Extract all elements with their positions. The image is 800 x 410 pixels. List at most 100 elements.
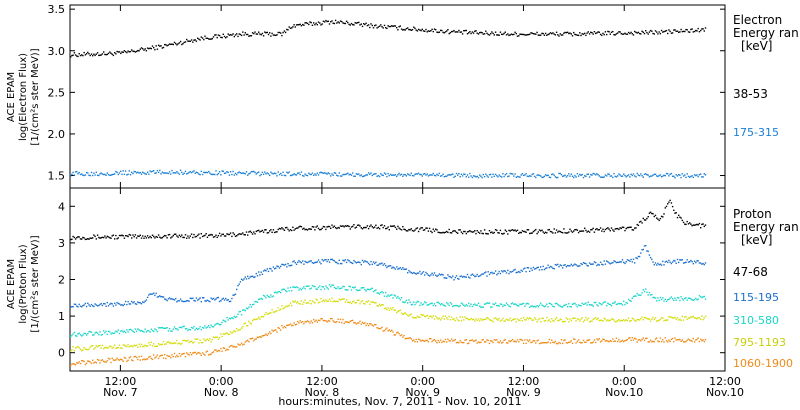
data-point [571, 317, 574, 320]
data-point [536, 232, 538, 235]
data-point [481, 319, 483, 321]
data-point [366, 24, 369, 27]
data-point [502, 173, 504, 175]
data-point [525, 319, 527, 321]
data-point [538, 34, 541, 36]
data-point [385, 27, 387, 29]
data-point [348, 174, 350, 176]
data-point [184, 300, 187, 303]
data-point [232, 346, 234, 348]
data-point [682, 175, 685, 177]
data-point [249, 172, 251, 174]
data-point [590, 342, 592, 344]
data-point [332, 174, 334, 176]
data-point [139, 345, 141, 348]
data-point [502, 317, 504, 320]
data-point [124, 235, 127, 237]
data-point [601, 340, 603, 342]
data-point [275, 267, 277, 269]
data-point [433, 174, 436, 177]
data-point [376, 327, 378, 329]
data-point [160, 296, 162, 298]
data-point [116, 171, 118, 174]
data-point [70, 56, 72, 58]
data-point [656, 264, 658, 266]
data-point [232, 33, 234, 35]
data-point [308, 261, 310, 263]
data-point [320, 24, 322, 26]
data-point [323, 226, 326, 228]
data-point [603, 33, 605, 36]
data-point [186, 173, 188, 175]
data-point [284, 306, 287, 308]
data-point [542, 265, 544, 268]
data-point [93, 234, 95, 236]
data-point [459, 340, 461, 342]
data-point [223, 235, 226, 237]
data-point [602, 32, 604, 35]
data-point [289, 174, 292, 177]
data-point [504, 31, 506, 33]
data-point [345, 289, 348, 291]
data-point [211, 234, 213, 236]
data-point [164, 43, 166, 46]
data-point [579, 320, 581, 322]
data-point [563, 339, 565, 342]
data-point [595, 261, 597, 264]
data-point [526, 317, 528, 319]
data-point [692, 263, 694, 265]
data-point [410, 228, 412, 230]
data-point [546, 303, 548, 305]
data-point [657, 218, 659, 220]
data-point [167, 341, 170, 343]
data-point [188, 40, 190, 42]
data-point [286, 266, 288, 268]
data-point [543, 175, 546, 178]
data-point [164, 327, 166, 329]
data-point [238, 283, 240, 285]
data-point [615, 261, 618, 264]
data-point [262, 316, 265, 318]
data-point [542, 305, 544, 307]
data-point [640, 294, 642, 296]
data-point [477, 341, 480, 343]
data-point [300, 300, 303, 302]
data-point [591, 174, 593, 176]
data-point [84, 363, 87, 366]
data-point [472, 175, 475, 177]
data-point [166, 299, 168, 302]
data-point [129, 234, 132, 236]
data-point [613, 230, 615, 232]
data-point [112, 54, 115, 57]
proton-plot-frame [69, 187, 726, 372]
data-point [437, 231, 439, 233]
data-point [386, 308, 388, 311]
data-point [212, 351, 215, 353]
data-point [476, 319, 478, 322]
data-point [344, 289, 347, 291]
data-point [286, 28, 288, 31]
data-point [330, 300, 332, 302]
data-point [593, 261, 596, 263]
data-point [438, 231, 441, 234]
data-point [533, 317, 536, 319]
data-point [442, 274, 444, 276]
data-point [112, 346, 115, 348]
data-point [646, 291, 648, 293]
y-tick-label: 1.5 [48, 170, 66, 183]
data-point [192, 171, 194, 173]
data-point [168, 297, 171, 299]
data-point [566, 175, 569, 177]
data-point [581, 230, 583, 232]
data-point [535, 306, 537, 308]
data-point [441, 317, 443, 320]
data-point [327, 20, 329, 22]
data-point [552, 341, 554, 343]
data-point [244, 309, 246, 312]
data-point [525, 270, 527, 273]
data-point [457, 31, 459, 33]
data-point [559, 305, 561, 307]
data-point [157, 343, 160, 345]
data-point [416, 341, 419, 343]
data-point [417, 272, 420, 274]
